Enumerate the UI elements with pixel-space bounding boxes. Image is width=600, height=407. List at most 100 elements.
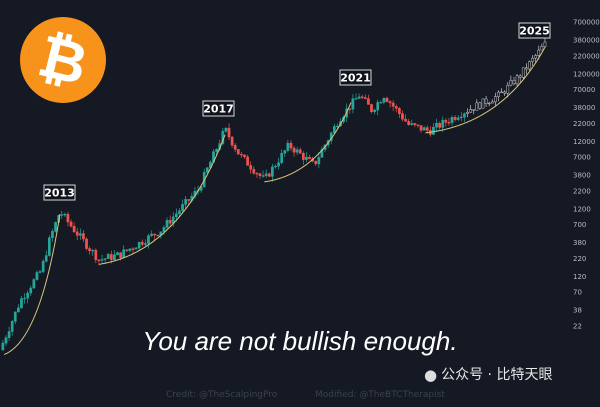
candle bbox=[261, 175, 265, 177]
y-tick-label: 70000 bbox=[573, 86, 595, 94]
candle bbox=[255, 172, 259, 175]
candle bbox=[85, 238, 88, 249]
y-tick-label: 220 bbox=[573, 255, 586, 263]
candle bbox=[63, 213, 67, 216]
candle bbox=[54, 222, 57, 232]
candle bbox=[531, 57, 534, 62]
candle bbox=[240, 153, 243, 156]
candle bbox=[425, 127, 429, 131]
candle bbox=[360, 96, 364, 98]
y-tick-label: 38 bbox=[573, 306, 582, 314]
candle bbox=[528, 61, 531, 70]
candle bbox=[407, 120, 411, 125]
candle bbox=[48, 237, 51, 256]
candle bbox=[314, 160, 318, 165]
candle bbox=[298, 149, 302, 154]
candle bbox=[75, 231, 79, 236]
candle bbox=[494, 96, 497, 103]
credit-text: Credit: @TheScalpingPro bbox=[166, 390, 278, 400]
candle bbox=[181, 204, 184, 212]
candle bbox=[10, 321, 14, 332]
candle bbox=[497, 91, 500, 97]
candle bbox=[432, 126, 435, 135]
candle bbox=[144, 243, 147, 245]
candle bbox=[41, 260, 45, 272]
y-tick-label: 38000 bbox=[573, 104, 595, 112]
support-curve bbox=[425, 46, 546, 134]
candle bbox=[72, 226, 76, 233]
y-tick-label: 22 bbox=[573, 323, 582, 331]
candle bbox=[277, 162, 280, 167]
candle bbox=[487, 102, 491, 105]
support-curve bbox=[264, 102, 352, 183]
candle bbox=[51, 231, 54, 238]
candle bbox=[162, 227, 166, 233]
candle bbox=[20, 298, 23, 309]
caption: You are not bullish enough. bbox=[142, 326, 458, 356]
candle bbox=[97, 259, 101, 261]
candle bbox=[205, 167, 209, 173]
cycle-label: 2013 bbox=[44, 187, 75, 200]
candle bbox=[113, 254, 116, 260]
candle bbox=[227, 127, 231, 138]
support-curve bbox=[3, 214, 61, 356]
candle bbox=[317, 157, 321, 165]
candle bbox=[249, 165, 253, 170]
cycle-label: 2021 bbox=[340, 72, 371, 85]
candle bbox=[1, 342, 5, 351]
candle bbox=[252, 169, 256, 174]
candle bbox=[404, 118, 407, 122]
candle bbox=[478, 102, 482, 109]
candle bbox=[500, 91, 503, 93]
candle bbox=[435, 122, 438, 128]
candle bbox=[382, 97, 386, 103]
candle bbox=[466, 112, 469, 114]
candle bbox=[543, 41, 547, 47]
cycle-labels: 2013 2017 2021 2025 bbox=[43, 22, 551, 201]
candle bbox=[305, 156, 308, 160]
candle bbox=[509, 80, 513, 86]
candle bbox=[78, 233, 82, 236]
candle bbox=[336, 125, 339, 128]
candle bbox=[103, 258, 107, 260]
y-tick-label: 70 bbox=[573, 289, 582, 297]
candle bbox=[82, 233, 85, 240]
modified-text: Modified: @TheBTCTherapist bbox=[315, 390, 445, 400]
y-tick-label: 120 bbox=[573, 273, 586, 281]
candle bbox=[506, 84, 510, 94]
candle bbox=[23, 297, 26, 300]
candle bbox=[66, 213, 70, 223]
candle bbox=[472, 109, 476, 111]
candle bbox=[292, 147, 296, 153]
candle bbox=[215, 149, 218, 152]
candle bbox=[267, 173, 271, 177]
candle bbox=[286, 142, 290, 151]
y-tick-label: 22000 bbox=[573, 120, 595, 128]
candle bbox=[515, 75, 519, 85]
candle bbox=[29, 287, 33, 294]
candle bbox=[351, 98, 355, 110]
candle bbox=[410, 123, 414, 125]
cycle-label-box bbox=[202, 100, 235, 117]
candle bbox=[230, 136, 234, 146]
candle bbox=[32, 279, 36, 289]
candle bbox=[295, 149, 299, 153]
candle bbox=[367, 98, 370, 105]
candle bbox=[69, 221, 73, 227]
candle bbox=[463, 113, 466, 118]
bitcoin-logo: ₿ bbox=[20, 17, 106, 103]
candle bbox=[332, 126, 336, 134]
candle bbox=[150, 233, 153, 236]
candle bbox=[137, 241, 141, 249]
candle bbox=[122, 249, 126, 258]
candle bbox=[178, 210, 181, 215]
candle bbox=[385, 97, 389, 102]
candle bbox=[243, 154, 246, 158]
support-curves bbox=[3, 46, 546, 356]
candle bbox=[398, 108, 401, 114]
candle bbox=[100, 259, 104, 261]
candle bbox=[165, 220, 169, 228]
cycle-label-box bbox=[339, 69, 372, 86]
candle bbox=[271, 166, 274, 177]
